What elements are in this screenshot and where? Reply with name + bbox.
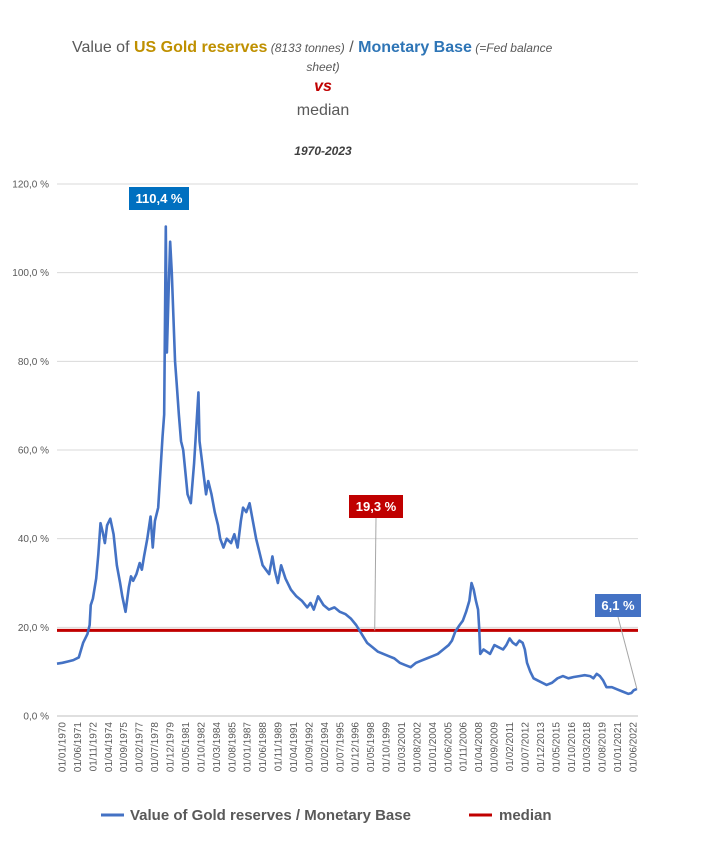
chart-subtitle: 1970-2023 (294, 144, 352, 158)
x-tick-label: 01/09/2009 (490, 722, 501, 772)
x-tick-label: 01/05/1998 (366, 722, 377, 772)
x-tick-label: 01/04/1974 (104, 722, 115, 772)
x-tick-label: 01/06/1971 (73, 722, 84, 772)
x-tick-label: 01/12/2013 (536, 722, 547, 772)
annotation-label: 110,4 % (136, 191, 183, 206)
x-tick-label: 01/01/1970 (58, 722, 69, 772)
x-tick-label: 01/08/1985 (227, 722, 238, 772)
x-tick-label: 01/11/1989 (274, 722, 285, 772)
x-tick-label: 01/08/2019 (598, 722, 609, 772)
y-tick-label: 60,0 % (18, 446, 49, 457)
x-tick-label: 01/02/1977 (135, 722, 146, 772)
title-base-note-1: (=Fed balance (472, 41, 553, 55)
legend-label-median: median (499, 807, 552, 824)
gridlines (57, 183, 638, 717)
annotation-label: 6,1 % (601, 598, 635, 613)
x-tick-label: 01/10/1999 (382, 722, 393, 772)
annotation-box (129, 187, 189, 210)
x-tick-label: 01/07/1978 (150, 722, 161, 772)
x-tick-label: 01/10/1982 (196, 722, 207, 772)
title-prefix: Value of (72, 39, 134, 56)
x-tick-label: 01/11/1972 (88, 722, 99, 772)
legend: Value of Gold reserves / Monetary Base m… (101, 807, 552, 824)
x-tick-label: 01/12/1996 (351, 722, 362, 772)
x-tick-label: 01/04/2008 (474, 722, 485, 772)
series-line-gold-to-monetary-base (56, 225, 638, 696)
annotation-box (595, 594, 641, 617)
y-tick-label: 0,0 % (23, 712, 49, 723)
x-tick-label: 01/07/2012 (520, 722, 531, 772)
annotation-leader (374, 517, 377, 631)
x-tick-label: 01/02/2011 (505, 722, 516, 772)
x-tick-label: 01/06/2022 (629, 722, 640, 772)
title-slash: / (345, 39, 358, 56)
x-tick-label: 01/03/2001 (397, 722, 408, 772)
title-vs: vs (314, 78, 332, 95)
title-base-part: Monetary Base (358, 39, 472, 56)
x-tick-label: 01/12/1979 (166, 722, 177, 772)
x-tick-label: 01/05/1981 (181, 722, 192, 772)
x-tick-label: 01/02/1994 (320, 722, 331, 772)
x-tick-label: 01/04/1991 (289, 722, 300, 772)
annotation-label: 19,3 % (356, 499, 397, 514)
title-gold-note: (8133 tonnes) (267, 41, 344, 55)
x-tick-label: 01/06/1988 (258, 722, 269, 772)
series-layer (56, 225, 638, 696)
title-base-note-2: sheet) (306, 60, 339, 74)
x-tick-label: 01/09/1975 (119, 722, 130, 772)
x-tick-label: 01/11/2006 (459, 722, 470, 772)
y-axis-ticks: 0,0 % 20,0 % 40,0 % 60,0 % 80,0 % 100,0 % 120,… (12, 180, 49, 723)
x-tick-label: 01/03/2018 (582, 722, 593, 772)
y-tick-label: 80,0 % (18, 357, 49, 368)
x-tick-label: 01/01/1987 (243, 722, 254, 772)
annotation-box (349, 495, 403, 518)
x-axis-ticks: 01/01/1970 01/06/1971 01/11/1972 01/04/1974… (58, 722, 640, 772)
x-tick-label: 01/06/2005 (443, 722, 454, 772)
y-tick-label: 20,0 % (18, 623, 49, 634)
chart-title: Value of US Gold reserves (8133 tonnes) … (72, 39, 553, 56)
legend-label-series: Value of Gold reserves / Monetary Base (130, 807, 411, 824)
y-tick-label: 40,0 % (18, 534, 49, 545)
annotation-leader (617, 616, 638, 690)
title-median-word: median (297, 102, 349, 119)
title-gold-part: US Gold reserves (134, 39, 268, 56)
x-tick-label: 01/09/1992 (304, 722, 315, 772)
x-tick-label: 01/01/2021 (613, 722, 624, 772)
x-tick-label: 01/07/1995 (335, 722, 346, 772)
x-tick-label: 01/01/2004 (428, 722, 439, 772)
x-tick-label: 01/10/2016 (567, 722, 578, 772)
y-tick-label: 100,0 % (12, 268, 49, 279)
x-tick-label: 01/05/2015 (551, 722, 562, 772)
y-tick-label: 120,0 % (12, 180, 49, 191)
annotations: 110,4 % 19,3 % 6,1 % (129, 187, 641, 690)
x-tick-label: 01/03/1984 (212, 722, 223, 772)
x-tick-label: 01/08/2002 (412, 722, 423, 772)
